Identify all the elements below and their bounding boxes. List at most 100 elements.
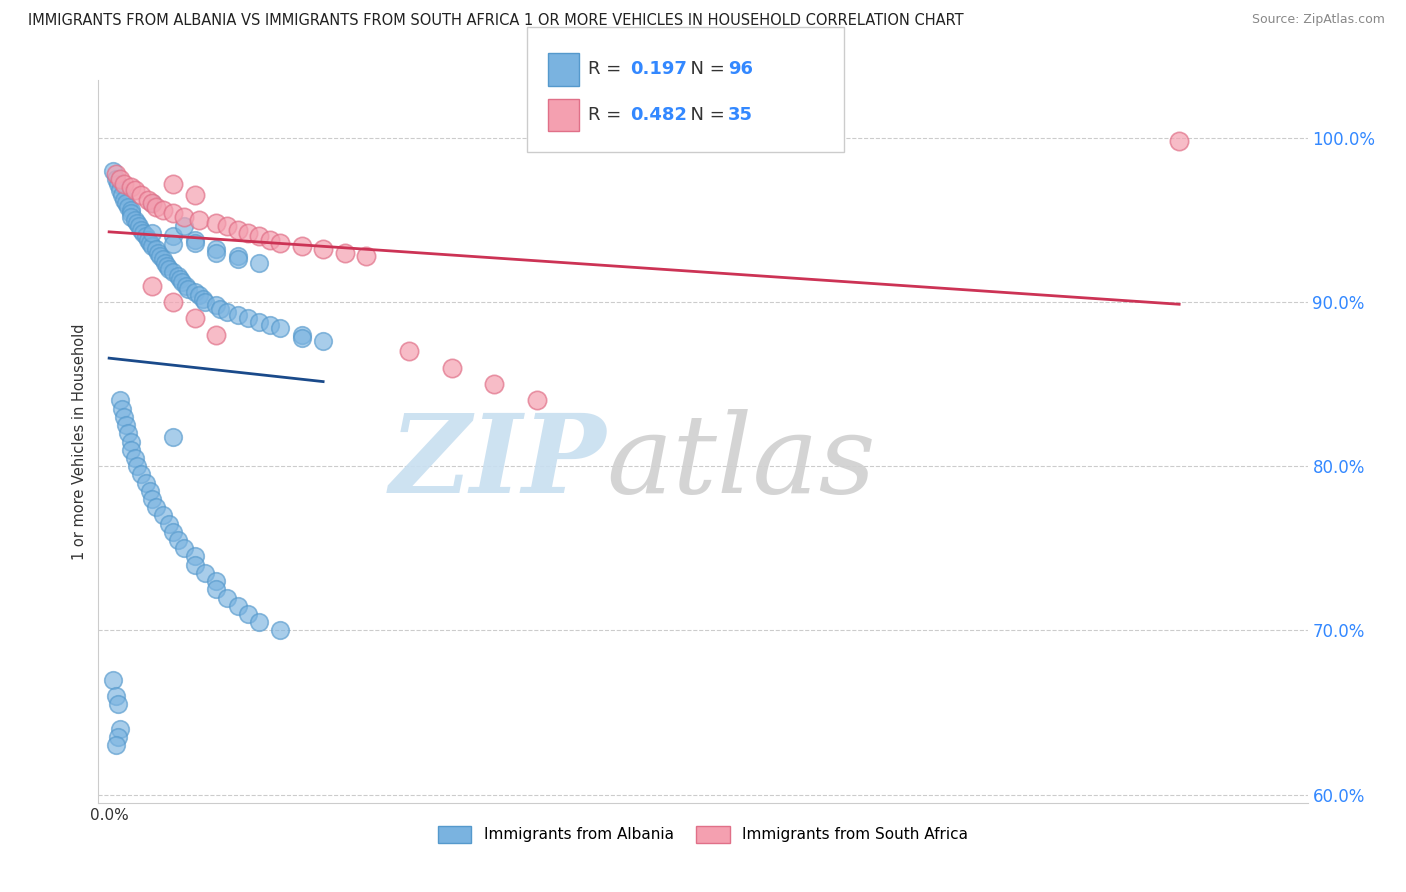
Point [526,393,548,408]
Point [205,574,228,588]
Text: 0.197: 0.197 [630,61,686,78]
Point [136,193,159,207]
Point [312,243,335,257]
Point [226,308,249,322]
Point [134,229,156,244]
Point [141,239,163,253]
Point [112,193,135,207]
Point [108,171,131,186]
Point [129,467,152,482]
Point [162,429,184,443]
Point [269,321,291,335]
Point [104,739,127,753]
Point [166,533,188,547]
Point [112,409,135,424]
Point [183,311,205,326]
Point [354,249,377,263]
Point [145,500,167,515]
Point [183,558,205,572]
Point [120,210,142,224]
Point [156,259,179,273]
Point [183,188,205,202]
Point [145,200,167,214]
Point [107,177,129,191]
Point [173,541,195,556]
Point [238,607,260,621]
Point [291,331,314,345]
Point [148,245,170,260]
Point [173,219,195,234]
Point [269,235,291,250]
Point [117,200,139,214]
Point [247,229,270,244]
Point [162,237,184,252]
Point [162,265,184,279]
Point [1168,134,1191,148]
Point [120,442,142,457]
Point [398,344,420,359]
Point [145,243,167,257]
Point [333,245,356,260]
Point [141,196,163,211]
Text: 0.482: 0.482 [630,106,688,124]
Point [205,245,228,260]
Point [170,275,193,289]
Point [226,223,249,237]
Text: N =: N = [679,106,731,124]
Point [205,216,228,230]
Point [162,206,184,220]
Point [162,177,184,191]
Point [484,377,506,392]
Point [141,278,163,293]
Point [183,233,205,247]
Point [157,516,180,531]
Point [247,315,270,329]
Legend: Immigrants from Albania, Immigrants from South Africa: Immigrants from Albania, Immigrants from… [432,820,974,849]
Point [152,202,174,217]
Point [440,360,463,375]
Point [107,730,129,744]
Point [115,418,138,433]
Point [153,255,176,269]
Point [205,327,228,342]
Point [120,434,142,449]
Point [194,566,217,580]
Point [120,202,142,217]
Point [120,206,142,220]
Point [157,262,180,277]
Point [108,722,131,736]
Point [205,243,228,257]
Point [162,524,184,539]
Point [177,282,200,296]
Point [188,212,211,227]
Point [188,288,211,302]
Point [104,689,127,703]
Point [112,177,135,191]
Point [209,301,232,316]
Point [162,229,184,244]
Point [129,223,152,237]
Point [194,295,217,310]
Point [136,233,159,247]
Point [269,624,291,638]
Point [124,212,146,227]
Point [124,450,146,465]
Point [247,255,270,269]
Point [238,226,260,240]
Text: ZIP: ZIP [389,409,606,517]
Point [226,249,249,263]
Point [108,183,131,197]
Point [125,216,148,230]
Point [291,327,314,342]
Point [104,171,127,186]
Text: 35: 35 [728,106,754,124]
Point [312,334,335,349]
Point [115,196,138,211]
Point [149,249,172,263]
Point [226,252,249,267]
Point [162,295,184,310]
Point [166,268,188,283]
Point [108,393,131,408]
Point [124,183,146,197]
Point [125,459,148,474]
